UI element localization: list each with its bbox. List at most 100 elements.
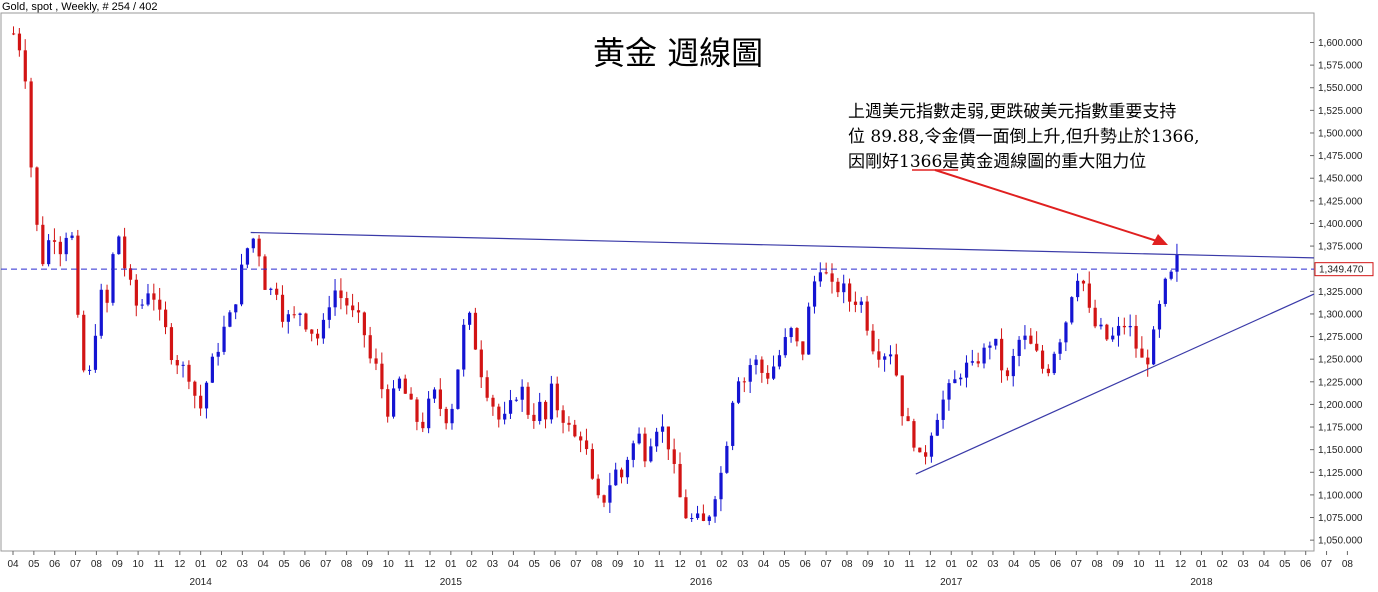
candle xyxy=(859,297,863,313)
candle xyxy=(848,278,852,312)
candle xyxy=(894,343,899,377)
candle xyxy=(1157,300,1162,338)
candle xyxy=(637,427,641,445)
plot-area-border xyxy=(0,12,1315,552)
candle xyxy=(222,315,226,355)
candle xyxy=(438,378,442,417)
candle xyxy=(1040,345,1045,374)
x-tick-label: 09 xyxy=(362,559,374,570)
candle xyxy=(672,438,676,474)
y-tick-label: 1,550.000 xyxy=(1318,83,1363,94)
candle xyxy=(924,445,928,465)
candle xyxy=(1116,316,1121,347)
x-tick-label: 08 xyxy=(1092,559,1104,570)
candle xyxy=(1105,323,1109,341)
candle xyxy=(1175,243,1179,282)
candle xyxy=(520,379,524,412)
candle xyxy=(93,324,98,373)
candle xyxy=(345,291,349,315)
candle xyxy=(316,328,320,346)
candle xyxy=(935,413,939,437)
candle xyxy=(339,278,343,310)
candle xyxy=(620,467,624,484)
candle xyxy=(766,365,770,385)
x-tick-label: 02 xyxy=(466,559,478,570)
candle xyxy=(684,489,688,519)
x-tick-label: 06 xyxy=(1050,559,1062,570)
candle xyxy=(70,232,74,241)
x-tick-label: 04 xyxy=(1008,559,1020,570)
x-tick-label: 05 xyxy=(28,559,40,570)
candle xyxy=(906,407,910,422)
candle xyxy=(643,427,647,468)
x-tick-label: 11 xyxy=(904,559,915,570)
candle xyxy=(725,441,729,474)
candle xyxy=(35,166,39,232)
candle xyxy=(1140,336,1144,358)
candle xyxy=(421,412,425,433)
annotation-line-2: 位 89.88,令金價一面倒上升,但升勢止於1366, xyxy=(848,127,1200,147)
x-tick-label: 08 xyxy=(841,559,853,570)
candle xyxy=(280,285,285,328)
x-tick-label: 02 xyxy=(967,559,979,570)
candle xyxy=(538,392,542,425)
candle xyxy=(713,495,717,523)
y-tick-label: 1,500.000 xyxy=(1318,128,1363,139)
candle xyxy=(731,400,735,451)
candle xyxy=(240,253,244,307)
candle xyxy=(409,387,413,400)
x-tick-label: 06 xyxy=(550,559,562,570)
candle xyxy=(1011,348,1015,387)
candle xyxy=(900,375,904,426)
candle xyxy=(678,452,682,498)
candle xyxy=(128,264,133,286)
y-tick-label: 1,450.000 xyxy=(1318,174,1363,185)
x-tick-label: 06 xyxy=(800,559,812,570)
candle xyxy=(660,414,665,443)
year-label: 2018 xyxy=(1190,577,1213,588)
x-tick-label: 12 xyxy=(424,559,436,570)
y-tick-label: 1,100.000 xyxy=(1318,490,1363,501)
candle xyxy=(579,431,583,453)
y-tick-label: 1,125.000 xyxy=(1318,468,1363,479)
candle xyxy=(374,348,378,371)
y-tick-label: 1,275.000 xyxy=(1318,332,1363,343)
x-tick-label: 09 xyxy=(862,559,874,570)
candle xyxy=(58,236,62,267)
candle xyxy=(842,274,846,304)
candle xyxy=(164,301,168,335)
candle xyxy=(269,287,273,296)
candle xyxy=(707,515,711,526)
candle xyxy=(41,216,45,267)
y-axis: 1,600.000 1,575.000 1,550.000 1,525.000 1,50… xyxy=(1310,38,1363,547)
x-tick-label: 10 xyxy=(883,559,895,570)
candle xyxy=(918,447,922,453)
y-tick-label: 1,400.000 xyxy=(1318,219,1363,230)
candle xyxy=(929,432,934,463)
arrowhead-icon xyxy=(1152,234,1168,245)
candle xyxy=(1163,277,1167,307)
candle xyxy=(392,380,396,419)
candle xyxy=(719,466,723,512)
x-tick-label: 01 xyxy=(1196,559,1208,570)
x-tick-label: 07 xyxy=(821,559,833,570)
candle xyxy=(479,340,483,388)
candle xyxy=(298,312,302,327)
candle xyxy=(742,377,746,393)
x-axis: 04 05 06 07 08 09 10 11 12 01 02 03 04 05 06 07 08 09 10 11… xyxy=(7,551,1353,588)
candle xyxy=(812,275,817,314)
candle xyxy=(532,403,536,429)
x-tick-label: 02 xyxy=(1217,559,1229,570)
candle xyxy=(1046,364,1051,377)
candle xyxy=(491,394,495,416)
candle xyxy=(158,287,162,321)
candle xyxy=(994,338,998,350)
candle xyxy=(169,323,174,365)
candle xyxy=(228,310,232,328)
candle xyxy=(982,343,986,369)
x-tick-label: 12 xyxy=(675,559,687,570)
candle xyxy=(544,400,548,429)
instrument-header: Gold, spot , Weekly, # 254 / 402 xyxy=(2,1,158,13)
candle xyxy=(193,380,197,409)
